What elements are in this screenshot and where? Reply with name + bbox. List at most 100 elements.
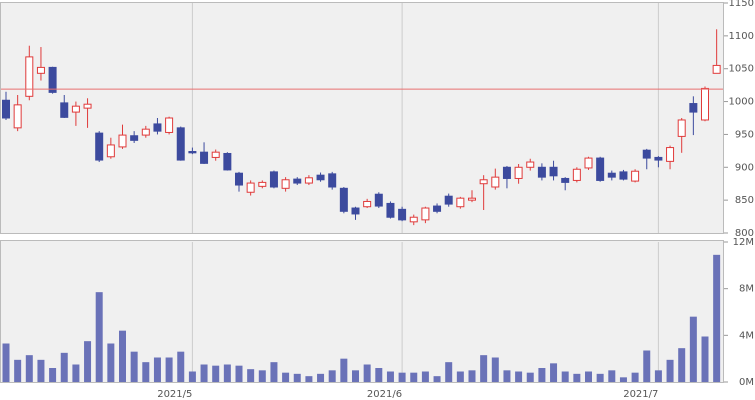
volume-bar <box>2 343 10 382</box>
candle-body <box>13 104 22 129</box>
volume-bar <box>177 351 185 382</box>
candle-body <box>433 205 442 212</box>
candle-body <box>386 202 395 218</box>
candle-body <box>561 177 570 183</box>
volume-bar <box>84 341 92 382</box>
volume-bar <box>223 364 231 382</box>
volume-bar <box>130 351 138 382</box>
candle-body <box>316 174 325 181</box>
candle-body <box>269 171 278 188</box>
candle-body <box>502 166 511 179</box>
candle-body <box>165 117 174 133</box>
candle-body <box>60 102 69 118</box>
volume-bar <box>235 365 243 382</box>
volume-bar <box>165 357 173 382</box>
volume-bar <box>666 359 674 382</box>
candle-body <box>363 200 372 208</box>
candle-body <box>235 172 243 186</box>
volume-bar <box>72 364 80 382</box>
candle-body <box>456 197 465 208</box>
y-tick-label: 12M <box>733 237 754 248</box>
volume-bar <box>95 292 103 382</box>
candle-body <box>339 187 348 212</box>
volume-bar <box>212 365 220 382</box>
candle-body <box>677 119 686 137</box>
volume-bar <box>433 376 441 382</box>
volume-bar <box>328 370 336 382</box>
volume-bar <box>282 372 290 382</box>
y-tick-label: 4M <box>739 330 754 341</box>
volume-bar <box>421 371 429 382</box>
volume-bar <box>526 372 534 382</box>
volume-bar <box>25 355 33 382</box>
candle-body <box>258 181 267 187</box>
candle-body <box>71 105 80 113</box>
volume-bar <box>386 371 394 382</box>
volume-bar <box>538 368 546 382</box>
volume-bar <box>561 371 569 382</box>
y-tick-label: 1150 <box>729 0 754 9</box>
candle-body <box>712 64 721 74</box>
volume-bar <box>596 373 604 382</box>
candle-body <box>654 156 663 161</box>
candle-body <box>421 207 430 221</box>
volume-bar <box>573 373 581 382</box>
volume-bar <box>491 357 499 382</box>
volume-bar <box>340 358 348 382</box>
volume-bar <box>37 359 45 382</box>
candle-body <box>631 170 640 182</box>
candle-body <box>141 128 150 136</box>
y-tick-label: 0M <box>739 377 754 388</box>
volume-bar <box>445 362 453 382</box>
volume-bar <box>619 377 627 382</box>
candle-body <box>106 144 115 158</box>
candle-body <box>118 134 127 148</box>
candle-body <box>374 193 383 207</box>
candle-body <box>293 178 302 184</box>
candle-body <box>36 66 45 74</box>
volume-bar <box>398 372 406 382</box>
candle-body <box>526 161 535 168</box>
volume-bar <box>643 350 651 382</box>
volume-bar <box>713 254 721 382</box>
candle-body <box>666 147 675 162</box>
candle-body <box>514 166 523 179</box>
y-tick-label: 1050 <box>729 64 754 75</box>
volume-bar <box>515 371 523 382</box>
y-tick-label: 1100 <box>729 31 754 42</box>
y-tick-label: 850 <box>735 195 754 206</box>
volume-bar <box>258 370 266 382</box>
candle-body <box>619 171 628 180</box>
candle-body <box>2 99 10 119</box>
candle-body <box>701 87 709 121</box>
candle-body <box>596 157 605 181</box>
volume-bar <box>678 348 686 382</box>
y-tick-label: 900 <box>735 162 754 173</box>
x-tick-label: 2021/7 <box>623 389 658 400</box>
candle-body <box>409 216 418 223</box>
candle-body <box>176 127 185 161</box>
candle-body <box>351 207 360 215</box>
volume-bar <box>468 370 476 382</box>
candle-body <box>584 157 593 169</box>
y-tick-label: 8M <box>739 284 754 295</box>
candle-body <box>48 66 57 93</box>
volume-bar <box>142 362 150 382</box>
candle-body <box>491 176 500 188</box>
volume-bar <box>352 370 359 382</box>
volume-bar <box>375 368 383 382</box>
candle-body <box>246 182 255 193</box>
candle-body <box>444 195 453 205</box>
candle-body <box>223 152 232 171</box>
volume-bar <box>305 376 313 382</box>
volume-bar <box>153 357 161 382</box>
volume-bar <box>456 371 464 382</box>
volume-bar <box>585 371 592 382</box>
x-tick-label: 2021/5 <box>157 389 192 400</box>
volume-bar <box>317 373 325 382</box>
volume-bar <box>293 373 301 382</box>
candle-body <box>549 166 558 177</box>
volume-bar <box>410 372 418 382</box>
y-tick-label: 1000 <box>729 97 754 108</box>
